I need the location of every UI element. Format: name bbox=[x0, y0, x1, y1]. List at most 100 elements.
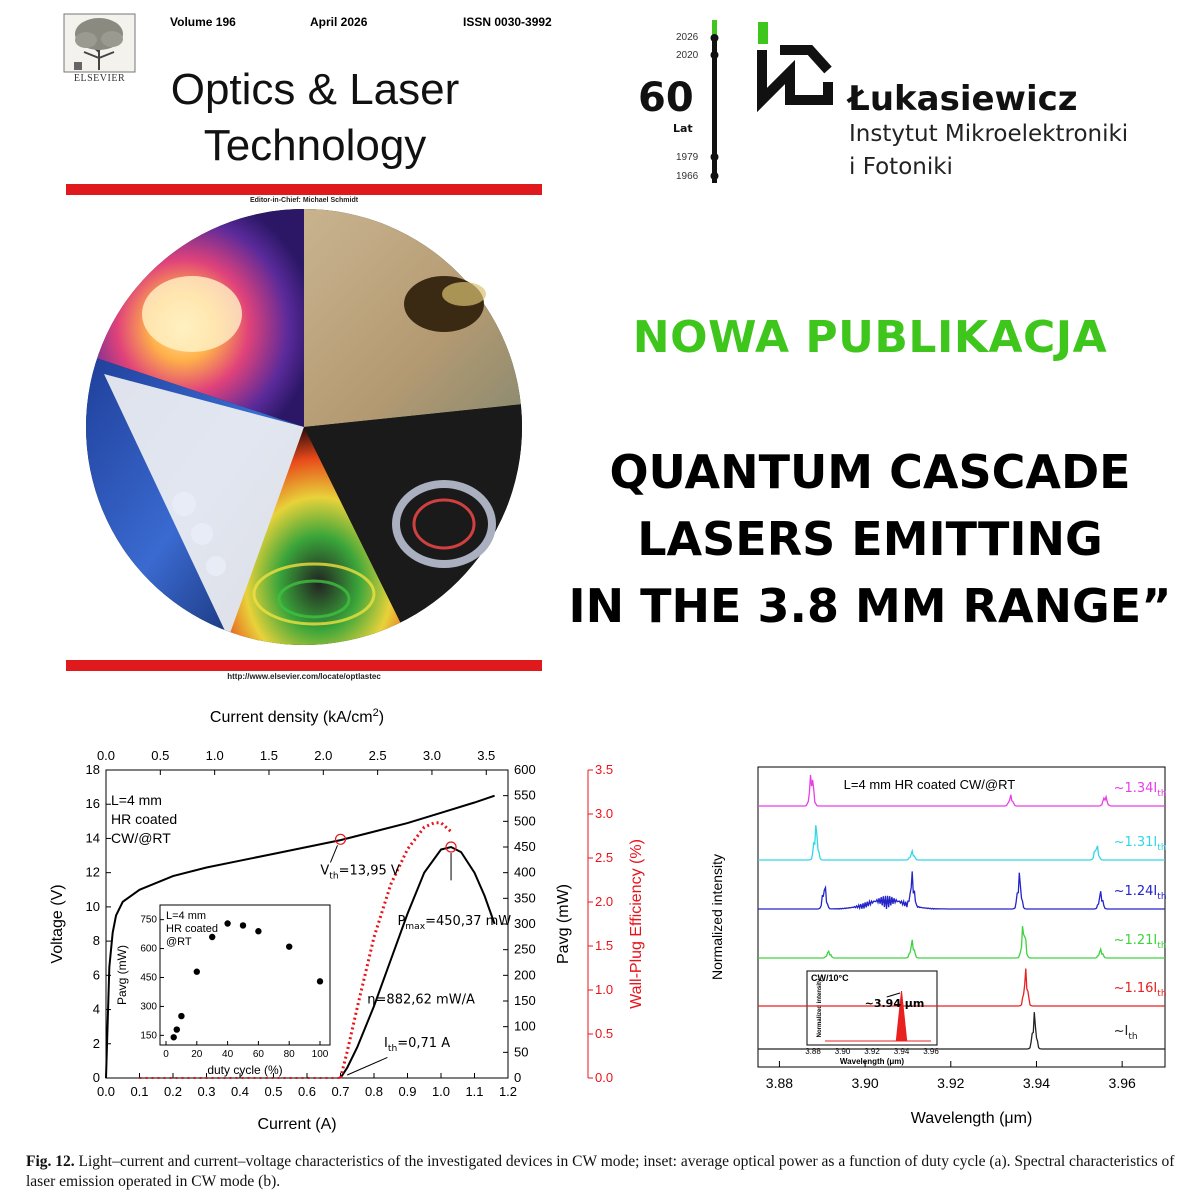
spectrum-trace bbox=[758, 1012, 1165, 1050]
anniversary-number: 60 bbox=[638, 75, 694, 121]
x-tick-label: 1.1 bbox=[465, 1084, 483, 1099]
new-publication-label: NOWA PUBLIKACJA bbox=[632, 312, 1108, 363]
inset-y-tick-label: 750 bbox=[140, 915, 157, 926]
spectrum-trace bbox=[758, 825, 1165, 861]
inset-x-tick-label: 3.92 bbox=[864, 1047, 880, 1056]
spectrum-trace bbox=[758, 871, 1165, 911]
x-tick-label: 0.4 bbox=[231, 1084, 249, 1099]
volume-label: Volume 196 bbox=[170, 15, 236, 29]
inset-x-tick-label: 20 bbox=[191, 1049, 203, 1060]
legend-text: L=4 mm HR coated CW/@RT bbox=[844, 777, 1016, 792]
inset-data-point bbox=[178, 1012, 185, 1020]
inset-x-axis-label: duty cycle (%) bbox=[207, 1063, 282, 1077]
vth-marker bbox=[334, 833, 347, 845]
anniversary-label: Lat bbox=[673, 122, 693, 135]
y2-tick-label: 50 bbox=[514, 1044, 528, 1059]
publication-title-line: IN THE 3.8 MM RANGE” bbox=[568, 579, 1172, 633]
inset-legend-line: @RT bbox=[166, 936, 192, 948]
institute-subtitle-line: i Fotoniki bbox=[849, 154, 953, 180]
y2-tick-label: 500 bbox=[514, 813, 536, 828]
slope-efficiency-annotation: η=882,62 mW/A bbox=[367, 993, 475, 1008]
inset-data-point bbox=[286, 943, 293, 950]
inset-data-point bbox=[170, 1034, 177, 1041]
publication-title-line: LASERS EMITTING bbox=[637, 512, 1103, 566]
left-axis-label: Voltage (V) bbox=[49, 884, 66, 963]
inset-y-tick-label: 300 bbox=[140, 1001, 157, 1012]
y3-tick-label: 2.5 bbox=[595, 850, 613, 865]
caption-label: Fig. 12. bbox=[26, 1153, 75, 1170]
inset-data-point bbox=[239, 922, 247, 929]
cover-bottom-bar bbox=[66, 660, 542, 671]
inset-x-tick-label: 3.90 bbox=[835, 1047, 851, 1056]
x-tick-label: 0.7 bbox=[331, 1084, 349, 1099]
y-tick-label: 16 bbox=[86, 796, 100, 811]
ith-annotation: Ith=0,71 A bbox=[384, 1036, 450, 1054]
caption-text: Light–current and current–voltage charac… bbox=[26, 1153, 1175, 1190]
y-tick-label: 14 bbox=[86, 830, 100, 845]
x-tick-label: 0.2 bbox=[164, 1084, 182, 1099]
trace-label: ~1.24Ith bbox=[1114, 884, 1167, 902]
inset-frame bbox=[159, 904, 331, 1046]
top-tick-label: 2.0 bbox=[314, 748, 332, 763]
x-tick-label: 0.0 bbox=[97, 1084, 115, 1099]
inset-legend-line: L=4 mm bbox=[166, 910, 206, 922]
top-tick-label: 1.0 bbox=[206, 748, 224, 763]
inset-peak bbox=[895, 990, 908, 1042]
inset-x-axis-label: Wavelength (μm) bbox=[840, 1057, 904, 1066]
x-tick-label: 0.1 bbox=[130, 1084, 148, 1099]
x-axis-label: Current (A) bbox=[257, 1116, 336, 1133]
inset-x-tick-label: 100 bbox=[312, 1049, 329, 1060]
y2-tick-label: 100 bbox=[514, 1019, 536, 1034]
wall-plug-efficiency-line bbox=[339, 821, 453, 1079]
cover-top-bar bbox=[66, 184, 542, 195]
top-tick-label: 1.5 bbox=[260, 748, 278, 763]
ith-pointer bbox=[347, 1057, 388, 1076]
timeline-graphic bbox=[710, 20, 719, 183]
y2-tick-label: 450 bbox=[514, 839, 536, 854]
x-axis-label: Wavelength (μm) bbox=[911, 1110, 1033, 1127]
torus-machine-icon bbox=[392, 480, 496, 568]
x-tick-label: 0.8 bbox=[365, 1084, 383, 1099]
light-current-voltage-chart: 0.0 0.1 0.2 0.3 0.4 0.5 0.6 0.7 0.8 0.9 1.0 1.1 1.2 C… bbox=[49, 707, 645, 1133]
thermal-hotspot bbox=[142, 276, 242, 352]
publication-title-line: QUANTUM CASCADE bbox=[609, 445, 1131, 499]
inset-x-tick-label: 3.88 bbox=[805, 1047, 821, 1056]
top-tick-label: 3.0 bbox=[423, 748, 441, 763]
spectrum-trace bbox=[758, 774, 1165, 807]
plot-frame bbox=[757, 766, 1166, 1068]
x-tick-label: 0.3 bbox=[197, 1084, 215, 1099]
y3-tick-label: 2.0 bbox=[595, 894, 613, 909]
y3-tick-label: 0.5 bbox=[595, 1026, 613, 1041]
y-tick-label: 10 bbox=[86, 899, 100, 914]
inset-data-point bbox=[316, 978, 324, 985]
inset-x-tick-label: 3.96 bbox=[923, 1047, 939, 1056]
elsevier-tree-logo bbox=[63, 13, 136, 73]
inset-legend-line: HR coated bbox=[166, 923, 218, 935]
top-tick-label: 2.5 bbox=[369, 748, 387, 763]
trace-label: ~Ith bbox=[1114, 1024, 1138, 1042]
x-tick-label: 3.88 bbox=[766, 1075, 793, 1091]
x-tick-label: 1.0 bbox=[432, 1084, 450, 1099]
inset-frame bbox=[806, 970, 938, 1046]
top-tick-label: 0.5 bbox=[151, 748, 169, 763]
inset-y-tick-label: 450 bbox=[140, 973, 157, 984]
publisher-name: ELSEVIER bbox=[73, 73, 126, 84]
inset-data-point bbox=[209, 933, 216, 941]
y2-tick-label: 350 bbox=[514, 890, 536, 905]
editor-in-chief: Editor-in-Chief: Michael Schmidt bbox=[249, 197, 359, 204]
spectral-characteristics-chart: 3.88 3.90 3.92 3.94 3.96 Wavelength (μm) Norma… bbox=[709, 766, 1167, 1127]
y-tick-label: 2 bbox=[93, 1036, 100, 1051]
inset-y-axis-label: Normalized intensity bbox=[817, 978, 823, 1037]
inset-title: CW/10°C bbox=[811, 973, 849, 983]
inset-x-tick-label: 0 bbox=[163, 1049, 169, 1060]
power-line bbox=[339, 845, 496, 1079]
top-axis-label: Current density (kA/cm2) bbox=[210, 707, 384, 726]
x-tick-label: 0.6 bbox=[298, 1084, 316, 1099]
cover-artwork-circle bbox=[86, 209, 522, 645]
x-tick-label: 3.90 bbox=[851, 1075, 878, 1091]
inset-y-axis-label: Pavg (mW) bbox=[115, 945, 129, 1005]
legend-line: L=4 mm bbox=[111, 792, 162, 808]
lukasiewicz-logo-icon bbox=[757, 22, 833, 113]
x-tick-label: 1.2 bbox=[499, 1084, 517, 1099]
y-tick-label: 8 bbox=[93, 933, 100, 948]
